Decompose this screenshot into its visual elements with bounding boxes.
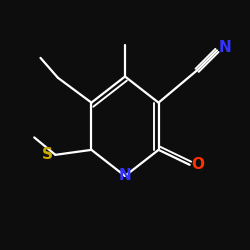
Text: N: N: [218, 40, 231, 56]
Text: S: S: [42, 147, 53, 162]
Text: N: N: [119, 168, 132, 184]
Text: O: O: [191, 157, 204, 172]
